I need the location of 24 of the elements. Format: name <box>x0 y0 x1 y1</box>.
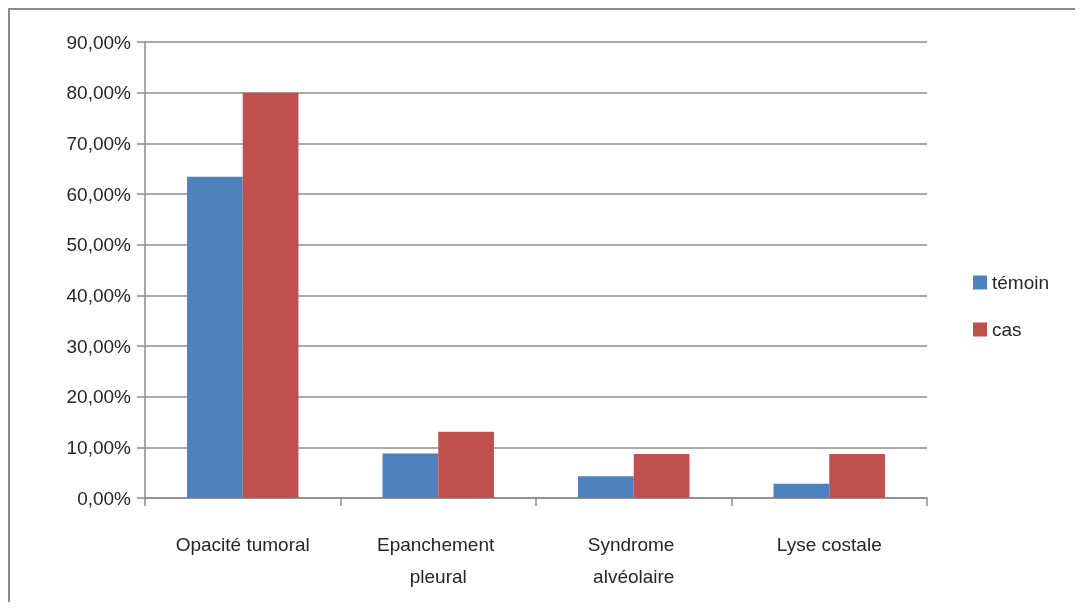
y-tick-label: 70,00% <box>66 132 132 154</box>
legend-label: cas <box>992 319 1022 340</box>
y-tick-label: 60,00% <box>66 183 132 205</box>
bar <box>438 431 494 498</box>
y-tick-label: 40,00% <box>66 284 132 306</box>
y-tick-label: 30,00% <box>66 335 132 357</box>
y-tick-label: 80,00% <box>66 82 132 104</box>
bar <box>187 176 243 498</box>
bar <box>242 92 299 498</box>
bar <box>578 476 634 498</box>
y-tick-label: 0,00% <box>77 487 132 509</box>
bar <box>773 483 830 498</box>
x-tick-label: Opacité tumoral <box>175 533 310 555</box>
x-tick-label: Syndrome alvéolaire <box>587 533 680 587</box>
y-tick-label: 50,00% <box>66 234 132 256</box>
x-tick-label: Epanchement pleural <box>376 533 500 587</box>
x-tick-label: Lyse costale <box>776 533 882 555</box>
y-tick-label: 20,00% <box>66 386 132 408</box>
bar <box>633 453 690 498</box>
bar <box>382 453 439 498</box>
y-tick-label: 10,00% <box>66 436 132 458</box>
legend-label: témoin <box>992 272 1050 293</box>
bar <box>829 453 885 498</box>
y-tick-label: 90,00% <box>66 31 132 53</box>
